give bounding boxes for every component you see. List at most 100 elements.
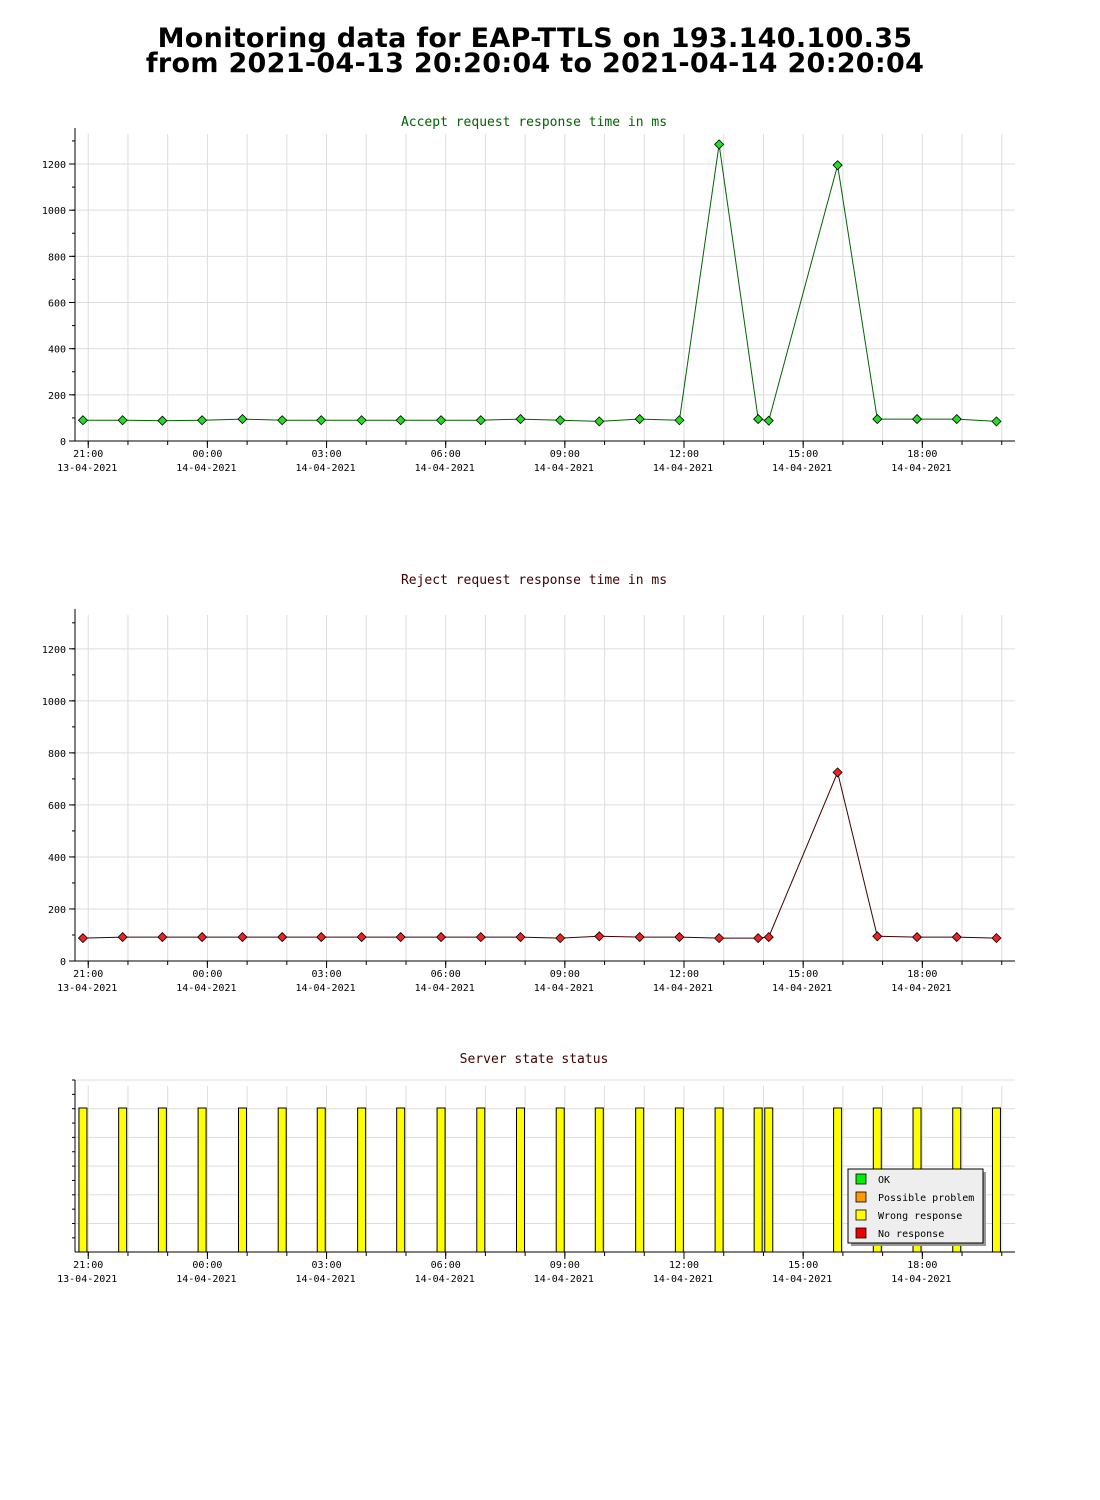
server-status-chart: 21:00 13-04-2021 00:00 14-04-2021 03:00 14-04…: [57, 1079, 1015, 1285]
page-title-line-1: Monitoring data for EAP-TTLS on 193.140.…: [157, 23, 913, 54]
accept-chart-title: Accept request response time in ms: [401, 115, 667, 130]
x-tick-label-date: 14-04-2021: [176, 463, 236, 474]
legend-label: No response: [878, 1229, 944, 1240]
data-point: [436, 415, 447, 426]
x-tick-label-time: 06:00: [431, 969, 461, 980]
status-bar: [555, 1107, 565, 1253]
data-point: [555, 415, 566, 426]
legend-label: OK: [878, 1175, 890, 1186]
legend-swatch: [855, 1227, 867, 1239]
accept-response-chart: 21:00 13-04-2021 00:00 14-04-2021 03:00 14-04…: [42, 128, 1015, 474]
data-point: [117, 932, 128, 943]
status-bar: [357, 1107, 367, 1253]
data-point: [395, 932, 406, 943]
data-point: [951, 932, 962, 943]
status-bar: [396, 1107, 406, 1253]
x-tick-label-time: 12:00: [669, 1260, 699, 1271]
x-tick-label-date: 14-04-2021: [891, 463, 951, 474]
data-point: [634, 932, 645, 943]
data-point: [674, 932, 685, 943]
page-title-line-2: from 2021-04-13 20:20:04 to 2021-04-14 2…: [145, 48, 925, 79]
status-bar: [764, 1107, 774, 1253]
x-tick-label-date: 14-04-2021: [653, 983, 713, 994]
x-tick-label-time: 03:00: [311, 969, 341, 980]
data-point: [763, 932, 774, 943]
y-tick-label: 1000: [42, 697, 66, 708]
series-line: [82, 770, 997, 939]
x-tick-label-time: 06:00: [431, 449, 461, 460]
data-point: [911, 414, 923, 425]
series-line: [82, 144, 997, 422]
y-tick-label: 800: [48, 252, 66, 263]
data-point: [197, 932, 208, 943]
x-tick-label-date: 14-04-2021: [534, 463, 594, 474]
data-point: [832, 160, 843, 171]
data-point: [991, 416, 1002, 427]
x-tick-label-time: 00:00: [192, 969, 222, 980]
data-point: [515, 414, 526, 425]
data-point: [951, 414, 962, 425]
data-point: [991, 933, 1002, 944]
data-point: [356, 932, 367, 943]
reject-chart-title: Reject request response time in ms: [401, 573, 667, 588]
status-bar: [157, 1107, 167, 1253]
x-tick-label-date: 14-04-2021: [772, 463, 832, 474]
x-tick-label-date: 13-04-2021: [57, 463, 117, 474]
status-bar: [635, 1107, 645, 1253]
data-point: [395, 415, 406, 426]
status-bar: [991, 1107, 1001, 1253]
data-point: [277, 415, 288, 426]
y-tick-label: 1000: [42, 206, 66, 217]
status-bar: [78, 1107, 88, 1253]
x-tick-label-date: 14-04-2021: [176, 1274, 236, 1285]
status-bar: [833, 1107, 843, 1253]
data-point: [515, 932, 526, 943]
data-point: [356, 415, 367, 426]
legend-swatch: [855, 1191, 867, 1203]
status-bar: [714, 1107, 724, 1253]
data-point: [634, 414, 645, 425]
status-bar: [277, 1107, 287, 1253]
y-tick-label: 200: [48, 391, 66, 402]
status-bar: [237, 1107, 247, 1253]
x-tick-label-date: 14-04-2021: [415, 983, 475, 994]
legend-swatch: [855, 1209, 867, 1221]
data-point: [197, 415, 208, 426]
x-tick-label-time: 03:00: [311, 449, 341, 460]
status-chart-title: Server state status: [460, 1052, 609, 1067]
x-tick-label-date: 14-04-2021: [772, 1274, 832, 1285]
x-tick-label-time: 09:00: [550, 969, 580, 980]
y-tick-label: 400: [48, 345, 66, 356]
x-tick-label-date: 14-04-2021: [295, 1274, 355, 1285]
x-tick-label-time: 09:00: [550, 1260, 580, 1271]
x-tick-label-date: 13-04-2021: [57, 983, 117, 994]
data-point: [475, 415, 486, 426]
data-point: [753, 933, 764, 944]
y-tick-label: 200: [48, 905, 66, 916]
data-point: [832, 767, 843, 778]
x-tick-label-date: 14-04-2021: [534, 1274, 594, 1285]
legend-swatch: [855, 1173, 867, 1185]
x-tick-label-date: 13-04-2021: [57, 1274, 117, 1285]
data-point: [77, 415, 89, 426]
x-tick-label-time: 06:00: [431, 1260, 461, 1271]
data-point: [475, 932, 486, 943]
y-tick-label: 0: [60, 437, 66, 448]
x-tick-label-date: 14-04-2021: [415, 463, 475, 474]
y-tick-label: 400: [48, 853, 66, 864]
x-tick-label-date: 14-04-2021: [772, 983, 832, 994]
data-point: [277, 932, 288, 943]
x-tick-label-date: 14-04-2021: [534, 983, 594, 994]
status-bar: [197, 1107, 207, 1253]
data-point: [674, 415, 685, 426]
data-point: [77, 933, 89, 944]
status-bar: [674, 1107, 684, 1253]
x-tick-label-time: 00:00: [192, 1260, 222, 1271]
data-point: [714, 139, 725, 150]
data-point: [157, 415, 168, 426]
x-tick-label-time: 12:00: [669, 969, 699, 980]
data-point: [872, 414, 883, 425]
legend-label: Wrong response: [878, 1211, 962, 1222]
legend-box: [847, 1168, 984, 1244]
status-bar: [594, 1107, 604, 1253]
